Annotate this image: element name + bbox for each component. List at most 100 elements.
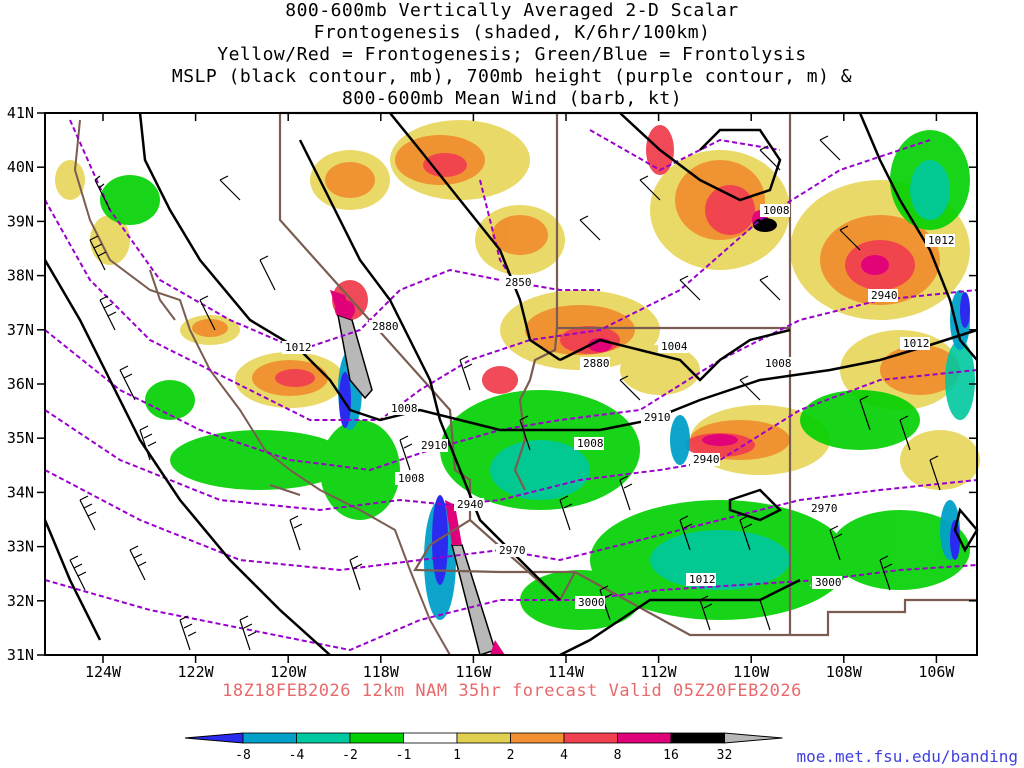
colorbar-label: 1 <box>453 748 461 763</box>
contour-label-group: 1008 1012 1012 1012 1008 1008 1008 1004 … <box>0 0 955 609</box>
colorbar-box <box>456 732 511 744</box>
mslp-label-text: 1012 <box>285 341 312 354</box>
height-label-text: 2880 <box>583 357 610 370</box>
height-label: 2970 <box>808 502 838 515</box>
longitude-axis: 124W 122W 120W 118W 116W 114W 112W 110W 108W 106W <box>85 113 955 681</box>
lon-label: 116W <box>455 663 492 681</box>
title-line-2: Frontogenesis (shaded, K/6hr/100km) <box>313 22 711 43</box>
lon-label: 106W <box>918 663 955 681</box>
lat-label: 39N <box>7 212 34 230</box>
lat-label: 33N <box>7 538 34 556</box>
mslp-label: 1012 <box>900 337 930 350</box>
map-title: 800-600mb Vertically Averaged 2-D Scalar… <box>0 0 1024 110</box>
mslp-label-text: 1008 <box>577 437 604 450</box>
mslp-label: 1012 <box>925 234 955 247</box>
colorbar-box <box>617 732 672 744</box>
mslp-label: 1008 <box>574 437 604 450</box>
frontogenesis-shading <box>55 120 980 656</box>
mslp-label: 1008 <box>762 357 792 370</box>
mslp-label-text: 1012 <box>903 337 930 350</box>
colorbar-label: -4 <box>289 748 305 763</box>
lon-label: 120W <box>270 663 307 681</box>
height-label: 2910 <box>418 439 448 452</box>
height-label-text: 2970 <box>499 544 526 557</box>
mslp-label: 1012 <box>282 341 312 354</box>
mslp-label-text: 1008 <box>391 402 418 415</box>
wind-barbs <box>69 135 941 651</box>
mslp-label: 1012 <box>0 0 811 586</box>
lat-label: 40N <box>7 158 34 176</box>
height-label: 2940 <box>690 453 720 466</box>
mslp-label-text: 1008 <box>765 357 792 370</box>
height-label-text: 2940 <box>457 498 484 511</box>
height-label-text: 2940 <box>871 289 898 302</box>
height-label: 2910 <box>641 411 671 424</box>
colorbar: -8 -4 -2 -1 1 2 4 8 16 32 <box>184 732 783 763</box>
title-line-1: 800-600mb Vertically Averaged 2-D Scalar <box>285 0 739 21</box>
colorbar-label: -1 <box>396 748 412 763</box>
height-label-text: 2970 <box>811 502 838 515</box>
height-label-text: 2940 <box>693 453 720 466</box>
colorbar-label: 32 <box>717 748 733 763</box>
lat-label: 37N <box>7 321 34 339</box>
lon-label: 112W <box>641 663 678 681</box>
title-line-5: 800-600mb Mean Wind (barb, kt) <box>341 88 683 109</box>
height-label: 2940 <box>868 289 898 302</box>
mslp-label: 1008 <box>760 204 790 217</box>
mslp-label-text: 1012 <box>928 234 955 247</box>
mslp-label-text: 1008 <box>763 204 790 217</box>
colorbar-box <box>670 732 725 744</box>
lon-label: 110W <box>733 663 770 681</box>
colorbar-end-low <box>184 732 244 744</box>
mslp-label-text: 1004 <box>661 340 688 353</box>
height-label: 3000 <box>812 576 842 589</box>
mslp-label: 1012 <box>0 0 27 3</box>
lon-label: 114W <box>548 663 585 681</box>
colorbar-box <box>563 732 618 744</box>
credit-link[interactable]: moe.met.fsu.edu/banding <box>796 747 1018 766</box>
lon-label: 108W <box>826 663 863 681</box>
height-label: 2970 <box>496 544 526 557</box>
colorbar-end-high <box>724 732 783 744</box>
lat-label: 35N <box>7 429 34 447</box>
title-line-4: MSLP (black contour, mb), 700mb height (… <box>171 66 853 87</box>
lat-label: 31N <box>7 646 34 664</box>
lat-label: 36N <box>7 375 34 393</box>
colorbar-label: -8 <box>235 748 251 763</box>
height-label: 2850 <box>502 276 532 289</box>
colorbar-label: 2 <box>507 748 515 763</box>
forecast-valid-label: 18Z18FEB2026 12km NAM 35hr forecast Vali… <box>222 681 802 701</box>
mslp-label: 1012 <box>686 573 716 586</box>
height-label: 3000 <box>575 596 605 609</box>
colorbar-label: 8 <box>614 748 622 763</box>
height-label: 2880 <box>369 320 399 333</box>
mslp-label: 1004 <box>658 340 688 353</box>
colorbar-box <box>510 732 565 744</box>
lat-label: 41N <box>7 104 34 122</box>
colorbar-box <box>242 732 297 744</box>
height-label-text: 2910 <box>644 411 671 424</box>
colorbar-label: 16 <box>663 748 679 763</box>
lon-label: 124W <box>85 663 122 681</box>
mslp-label: 1008 <box>388 402 418 415</box>
lat-label: 32N <box>7 592 34 610</box>
height-label-text: 3000 <box>815 576 842 589</box>
mslp-label-text: 1012 <box>689 573 716 586</box>
height-label-text: 2910 <box>421 439 448 452</box>
lon-label: 122W <box>178 663 215 681</box>
coastline <box>73 119 451 656</box>
mslp-label-text: 1008 <box>398 472 425 485</box>
title-line-3: Yellow/Red = Frontogenesis; Green/Blue =… <box>217 44 807 65</box>
latitude-axis: 41N 40N 39N 38N 37N 36N 35N 34N 33N 32N 31N <box>7 104 977 664</box>
colorbar-box <box>403 732 458 744</box>
height-label: 2880 <box>580 357 610 370</box>
colorbar-box <box>296 732 351 744</box>
mslp-label: 1008 <box>395 472 425 485</box>
colorbar-box <box>349 732 404 744</box>
lat-label: 34N <box>7 483 34 501</box>
height-label: 2940 <box>454 498 484 511</box>
lon-label: 118W <box>363 663 400 681</box>
colorbar-label: -2 <box>342 748 358 763</box>
lat-label: 38N <box>7 267 34 285</box>
